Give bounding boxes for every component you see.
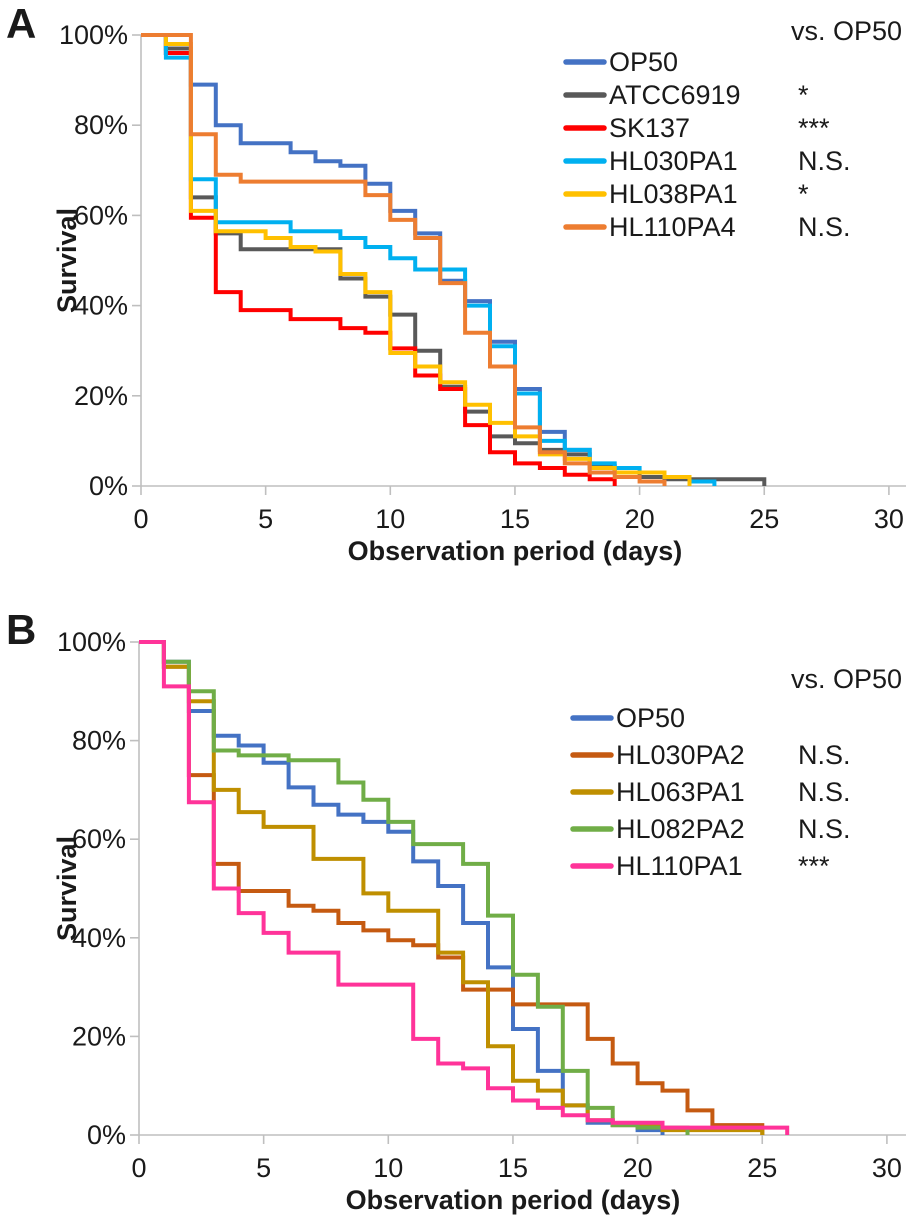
y-tick-label: 80%	[74, 110, 128, 140]
survival-panel-b: 0 5 10 15 20 25 30 0% 20% 40% 60% 80% 100% Observatio…	[0, 600, 912, 1218]
panel-letter: B	[6, 606, 36, 653]
legend-label-op50: OP50	[616, 703, 685, 733]
significance-hl110pa4: N.S.	[798, 212, 851, 242]
y-tick-label: 40%	[74, 291, 128, 321]
x-tick-label: 0	[133, 504, 148, 534]
x-tick-label: 0	[131, 1153, 146, 1183]
significance-hl063pa1: N.S.	[798, 777, 851, 807]
significance-hl030pa2: N.S.	[798, 740, 851, 770]
legend-label-hl030pa2: HL030PA2	[616, 740, 745, 770]
legend-label-hl110pa1: HL110PA1	[616, 851, 743, 881]
x-tick-label: 15	[500, 504, 530, 534]
legend-label-sk137: SK137	[609, 113, 690, 143]
x-tick-label: 30	[874, 504, 904, 534]
curve-hl110pa1	[139, 640, 790, 1135]
x-tick-label: 20	[623, 1153, 653, 1183]
significance-sk137: ***	[798, 113, 830, 143]
legend-label-hl063pa1: HL063PA1	[616, 777, 745, 807]
legend-header: vs. OP50	[791, 16, 902, 46]
legend-label-hl030pa1: HL030PA1	[609, 146, 738, 176]
curve-hl030pa2	[139, 640, 765, 1135]
x-axis-title: Observation period (days)	[346, 1185, 681, 1215]
legend-header: vs. OP50	[791, 664, 902, 694]
legend-label-hl110pa4: HL110PA4	[609, 212, 736, 242]
x-tick-label: 5	[256, 1153, 271, 1183]
significance-hl038pa1: *	[798, 179, 809, 209]
survival-panel-a: 0 5 10 15 20 25 30 0% 20% 40% 60% 80% 100% Observatio…	[0, 0, 912, 600]
legend-label-op50: OP50	[609, 47, 678, 77]
y-tick-label: 20%	[74, 381, 128, 411]
y-axis-title: Survival	[52, 208, 82, 313]
y-tick-label: 0%	[89, 471, 128, 501]
significance-hl110pa1: ***	[798, 851, 830, 881]
y-tick-label: 100%	[57, 627, 126, 657]
y-tick-label: 20%	[72, 1021, 126, 1051]
y-tick-label: 60%	[72, 824, 126, 854]
x-tick-label: 5	[258, 504, 273, 534]
legend-label-atcc6919: ATCC6919	[609, 80, 741, 110]
significance-hl082pa2: N.S.	[798, 814, 851, 844]
survival-chart-a: 0 5 10 15 20 25 30 0% 20% 40% 60% 80% 100% Observatio…	[6, 0, 906, 566]
x-tick-label: 25	[747, 1153, 777, 1183]
curve-hl082pa2	[139, 640, 690, 1135]
curve-sk137	[141, 33, 617, 486]
y-tick-label: 0%	[87, 1120, 126, 1150]
x-tick-label: 25	[749, 504, 779, 534]
x-tick-label: 20	[625, 504, 655, 534]
legend-label-hl082pa2: HL082PA2	[616, 814, 745, 844]
significance-atcc6919: *	[798, 80, 809, 110]
panel-letter: A	[6, 0, 36, 47]
significance-hl030pa1: N.S.	[798, 146, 851, 176]
x-tick-label: 30	[872, 1153, 902, 1183]
x-axis-title: Observation period (days)	[348, 536, 683, 566]
x-tick-label: 10	[375, 504, 405, 534]
x-tick-label: 15	[498, 1153, 528, 1183]
survival-chart-b: 0 5 10 15 20 25 30 0% 20% 40% 60% 80% 100% Observatio…	[6, 606, 906, 1215]
legend-label-hl038pa1: HL038PA1	[609, 179, 738, 209]
x-tick-label: 10	[373, 1153, 403, 1183]
y-tick-label: 60%	[74, 200, 128, 230]
y-tick-label: 100%	[59, 20, 128, 50]
curve-hl110pa4	[141, 33, 667, 486]
y-tick-label: 40%	[72, 923, 126, 953]
y-axis-title: Survival	[52, 836, 82, 941]
y-tick-label: 80%	[72, 726, 126, 756]
